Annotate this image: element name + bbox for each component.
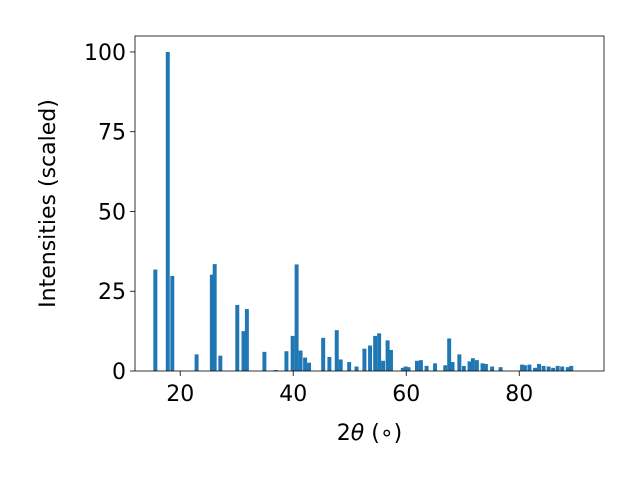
bar [165,51,170,371]
y-axis-ticks: 0 25 50 75 100 [84,41,135,385]
y-axis-label: Intensities (scaled) [36,99,61,308]
bar [461,365,466,371]
bar [474,360,479,371]
bar [303,357,308,371]
bar [480,363,485,371]
bar [368,345,373,371]
bar [327,356,332,371]
bar [273,370,278,371]
bar [467,361,472,371]
x-tick-label: 60 [392,382,420,407]
bar [377,333,382,371]
bar [381,360,386,371]
bar [498,367,503,371]
bar [218,355,223,371]
x-tick-label: 20 [166,382,194,407]
x-tick-label: 80 [505,382,533,407]
bar [262,351,267,371]
bar [403,366,408,371]
bar [170,275,175,371]
bar [354,366,359,371]
bar [307,362,312,371]
bar [388,349,393,371]
x-axis-label-prefix: 2 [337,421,351,446]
bar [533,367,538,371]
bar [560,366,565,371]
bar [490,366,495,371]
bar [447,338,452,371]
bar [362,348,367,371]
bar [298,350,303,371]
bar [537,363,541,371]
bar [347,362,352,371]
x-axis-label-symbol: θ [351,421,365,446]
bar [555,365,560,371]
bar [551,367,556,371]
bar [569,365,574,371]
bar [527,364,532,371]
bar [457,354,462,371]
bar [244,309,249,371]
bar [483,363,488,371]
bar [373,335,378,371]
plot-frame [134,35,605,372]
bar [212,264,217,371]
y-tick-label: 50 [98,200,126,225]
bar [321,337,326,371]
bar [433,363,438,371]
x-axis-label: 2θ (∘) [337,421,402,446]
x-axis-label-suffix: (∘) [364,421,402,446]
bar [424,365,429,371]
x-axis-ticks: 20 40 60 80 [166,371,533,407]
bar [406,367,411,371]
bar [209,274,214,371]
bar [338,359,343,371]
y-tick-label: 75 [98,121,126,146]
bar [546,366,551,371]
bar [284,351,289,371]
bar [235,304,240,371]
y-tick-label: 25 [98,280,126,305]
bar [414,360,419,371]
bar [565,367,570,371]
bar [194,354,199,371]
x-tick-label: 40 [279,382,307,407]
bars [153,51,574,371]
bar [520,364,525,371]
bar [470,358,475,371]
bar [522,365,527,371]
bar [418,360,423,371]
bar [153,269,158,371]
y-tick-label: 0 [112,360,126,385]
bar [400,367,405,371]
bar [450,362,455,371]
bar [290,335,295,371]
bar [241,331,246,371]
bar [385,340,390,371]
bar [294,264,299,371]
y-tick-label: 100 [84,41,126,66]
bar [541,365,546,371]
bar [334,330,339,371]
bar [443,365,448,371]
